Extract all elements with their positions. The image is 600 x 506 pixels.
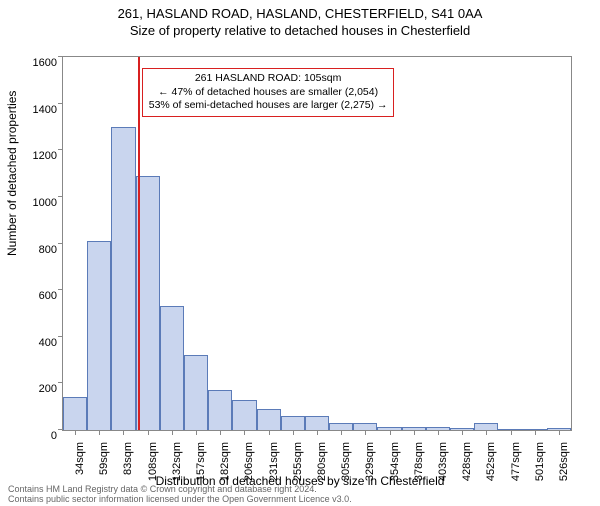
y-tick-label: 1400 (33, 104, 63, 116)
histogram-bar (281, 416, 305, 430)
histogram-bar (87, 241, 111, 430)
annotation-line: 261 HASLAND ROAD: 105sqm (149, 72, 388, 86)
x-tick-label: 34sqm (74, 442, 86, 475)
y-tick-label: 800 (39, 244, 63, 256)
chart-title-main: 261, HASLAND ROAD, HASLAND, CHESTERFIELD… (0, 6, 600, 21)
histogram-bar (257, 409, 281, 430)
y-axis-label: Number of detached properties (5, 91, 19, 256)
chart-container: 261, HASLAND ROAD, HASLAND, CHESTERFIELD… (0, 6, 600, 506)
x-tick-mark (148, 430, 149, 435)
y-tick-mark (58, 382, 63, 383)
annotation-line: ← 47% of detached houses are smaller (2,… (149, 86, 388, 100)
histogram-bar (329, 423, 353, 430)
x-tick-mark (244, 430, 245, 435)
x-tick-label: 59sqm (98, 442, 110, 475)
y-tick-label: 1200 (33, 150, 63, 162)
y-tick-mark (58, 243, 63, 244)
y-tick-label: 400 (39, 337, 63, 349)
y-tick-mark (58, 149, 63, 150)
histogram-bar (111, 127, 135, 430)
histogram-bar (232, 400, 256, 430)
histogram-bar (184, 355, 208, 430)
x-tick-label: 83sqm (122, 442, 134, 475)
y-tick-label: 200 (39, 383, 63, 395)
x-tick-mark (196, 430, 197, 435)
footer-attribution: Contains HM Land Registry data © Crown c… (8, 485, 352, 505)
y-tick-label: 1600 (33, 57, 63, 69)
x-tick-mark (220, 430, 221, 435)
histogram-bar (305, 416, 329, 430)
y-tick-label: 1000 (33, 197, 63, 209)
y-tick-mark (58, 56, 63, 57)
histogram-bar (353, 423, 377, 430)
x-tick-mark (293, 430, 294, 435)
annotation-line: 53% of semi-detached houses are larger (… (149, 99, 388, 113)
y-tick-label: 0 (51, 430, 63, 442)
y-tick-mark (58, 336, 63, 337)
histogram-bar (160, 306, 184, 430)
x-tick-mark (269, 430, 270, 435)
x-tick-mark (511, 430, 512, 435)
chart-title-sub: Size of property relative to detached ho… (0, 23, 600, 38)
x-tick-mark (462, 430, 463, 435)
x-tick-mark (438, 430, 439, 435)
x-tick-mark (414, 430, 415, 435)
marker-line (138, 57, 140, 430)
x-tick-mark (559, 430, 560, 435)
x-tick-mark (123, 430, 124, 435)
x-tick-mark (75, 430, 76, 435)
x-tick-mark (172, 430, 173, 435)
x-tick-mark (535, 430, 536, 435)
annotation-box: 261 HASLAND ROAD: 105sqm← 47% of detache… (142, 68, 395, 117)
y-tick-mark (58, 103, 63, 104)
histogram-bar (474, 423, 498, 430)
x-tick-mark (99, 430, 100, 435)
histogram-bar (208, 390, 232, 430)
x-tick-mark (365, 430, 366, 435)
plot-area: 0200400600800100012001400160034sqm59sqm8… (62, 56, 572, 431)
y-tick-label: 600 (39, 290, 63, 302)
x-tick-mark (341, 430, 342, 435)
footer-line: Contains public sector information licen… (8, 495, 352, 505)
x-tick-mark (486, 430, 487, 435)
y-tick-mark (58, 196, 63, 197)
x-tick-mark (317, 430, 318, 435)
y-tick-mark (58, 289, 63, 290)
x-tick-mark (390, 430, 391, 435)
histogram-bar (63, 397, 87, 430)
